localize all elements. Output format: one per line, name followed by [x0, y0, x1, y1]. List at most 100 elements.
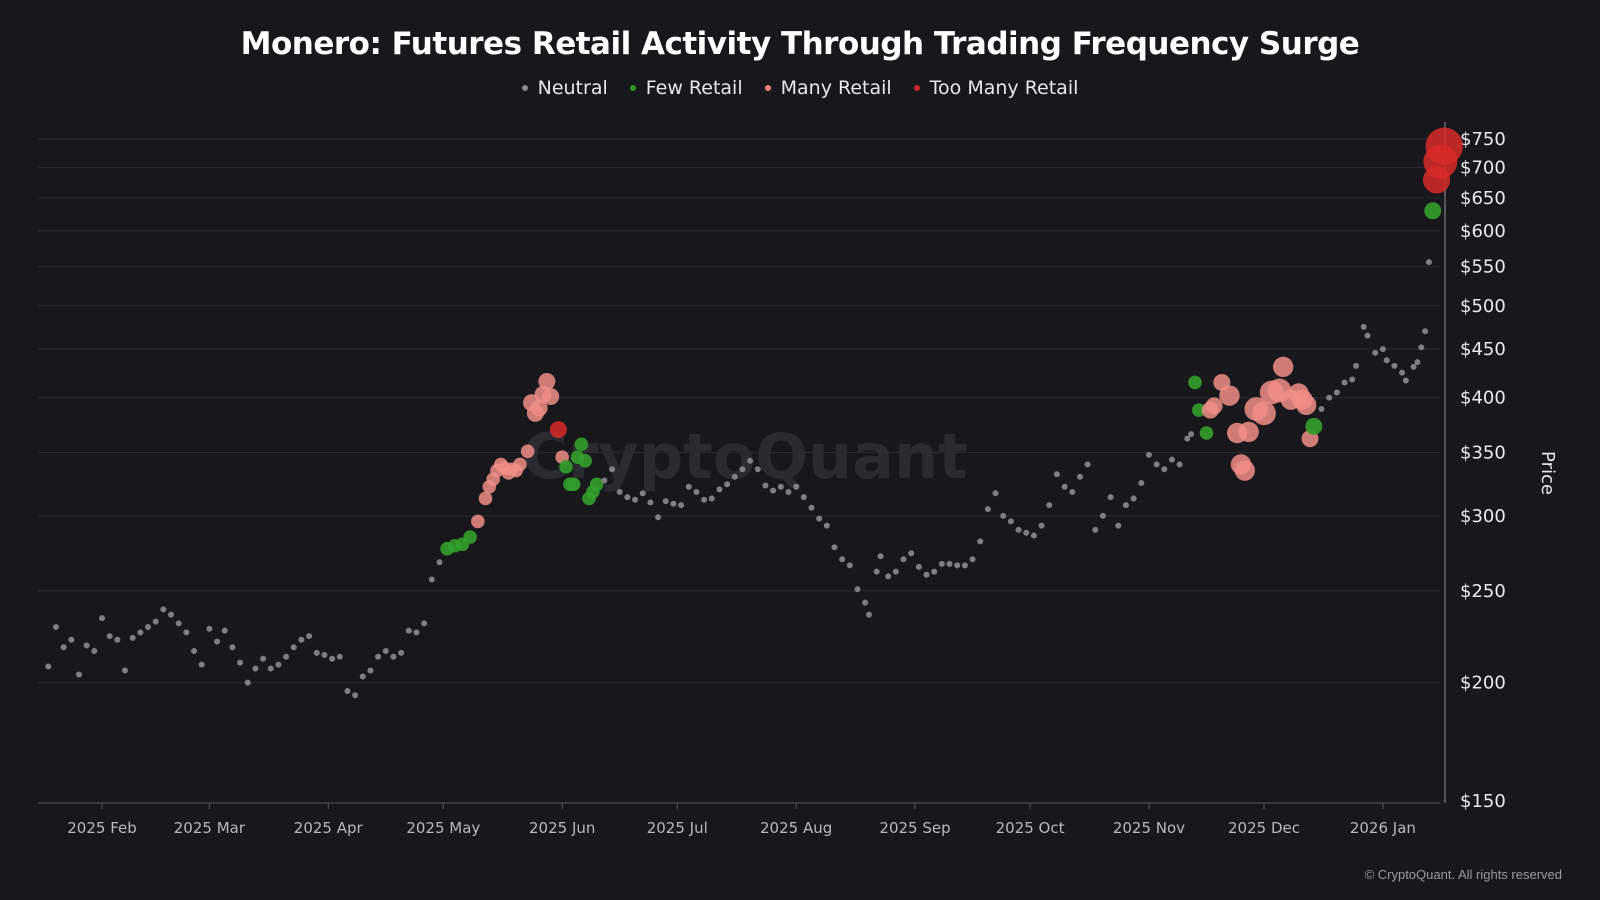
legend-dot-icon: [913, 85, 920, 91]
point-neutral: [321, 651, 328, 658]
point-few-retail: [1424, 202, 1442, 220]
point-neutral: [1145, 451, 1152, 458]
point-few-retail: [1199, 426, 1214, 440]
point-neutral: [1053, 471, 1060, 478]
point-neutral: [1076, 473, 1083, 480]
x-axis: 2025 Feb 2025 Mar 2025 Apr 2025 May 2025 Jun…: [38, 802, 1440, 837]
y-tick-label: $600: [1460, 221, 1506, 242]
point-neutral: [754, 466, 761, 473]
point-neutral: [168, 611, 175, 618]
point-neutral: [946, 560, 953, 567]
point-neutral: [616, 488, 623, 495]
point-neutral: [91, 648, 98, 655]
legend-label: Few Retail: [645, 77, 743, 99]
legend-item-few-retail[interactable]: Few Retail: [629, 77, 743, 99]
point-neutral: [183, 629, 190, 636]
point-neutral: [244, 679, 251, 686]
point-neutral: [961, 562, 968, 569]
point-many-retail: [1252, 401, 1276, 426]
point-neutral: [877, 553, 884, 560]
point-neutral: [892, 568, 899, 575]
point-many-retail: [542, 388, 560, 406]
y-axis: $150 $200 $250 $300 $350 $400 $450 $500 $550 $600…: [1444, 122, 1506, 812]
point-neutral: [1168, 456, 1175, 463]
point-neutral: [275, 661, 282, 668]
point-neutral: [1402, 377, 1409, 384]
point-neutral: [359, 673, 366, 680]
point-neutral: [1422, 328, 1429, 335]
point-neutral: [1122, 502, 1129, 509]
point-neutral: [344, 687, 351, 694]
point-neutral: [221, 627, 228, 634]
point-neutral: [75, 671, 82, 678]
point-many-retail: [538, 372, 556, 390]
point-neutral: [313, 649, 320, 656]
point-neutral: [785, 488, 792, 495]
legend-item-too-many-retail[interactable]: Too Many Retail: [913, 77, 1078, 99]
point-neutral: [823, 522, 830, 529]
legend-dot-icon: [764, 85, 771, 91]
y-tick-label: $750: [1460, 129, 1506, 150]
point-neutral: [405, 627, 412, 634]
legend-item-many-retail[interactable]: Many Retail: [764, 77, 892, 99]
point-too-many-retail: [549, 421, 567, 439]
point-neutral: [1372, 349, 1379, 356]
point-neutral: [436, 559, 443, 566]
point-neutral: [1188, 431, 1195, 438]
point-neutral: [1030, 532, 1037, 539]
y-tick-label: $200: [1460, 673, 1506, 694]
point-many-retail: [1295, 394, 1317, 416]
point-neutral: [260, 655, 267, 662]
y-tick-label: $150: [1460, 791, 1506, 812]
point-neutral: [747, 457, 754, 464]
x-tick-label: 2025 Feb: [67, 819, 137, 837]
point-neutral: [678, 502, 685, 509]
point-neutral: [873, 568, 880, 575]
point-neutral: [352, 692, 359, 699]
point-few-retail: [574, 437, 589, 452]
point-neutral: [252, 665, 259, 672]
legend-dot-icon: [521, 85, 528, 91]
point-neutral: [329, 655, 336, 662]
legend-label: Many Retail: [780, 77, 892, 99]
point-neutral: [954, 562, 961, 569]
point-few-retail: [559, 460, 573, 474]
y-axis-label: Price: [1537, 451, 1558, 495]
point-neutral: [984, 506, 991, 513]
y-tick-label: $700: [1460, 157, 1506, 178]
point-neutral: [1138, 479, 1145, 486]
point-neutral: [1414, 359, 1421, 366]
point-neutral: [413, 629, 420, 636]
point-neutral: [1318, 406, 1325, 413]
point-neutral: [624, 494, 631, 501]
point-neutral: [145, 623, 152, 630]
point-neutral: [1349, 376, 1356, 383]
point-neutral: [1107, 494, 1114, 501]
point-neutral: [99, 615, 105, 622]
x-tick-label: 2025 May: [406, 819, 480, 837]
x-tick-label: 2025 Nov: [1113, 819, 1185, 837]
point-many-retail: [1219, 385, 1240, 406]
point-many-retail: [1272, 356, 1294, 378]
point-neutral: [1069, 488, 1076, 495]
point-neutral: [632, 496, 639, 503]
point-many-retail: [1238, 421, 1259, 443]
gridlines: [38, 138, 1440, 684]
point-many-retail: [520, 444, 535, 459]
point-neutral: [1383, 357, 1390, 364]
point-neutral: [900, 556, 907, 563]
point-neutral: [1353, 362, 1360, 369]
point-neutral: [375, 653, 382, 660]
point-neutral: [662, 498, 669, 505]
legend-item-neutral[interactable]: Neutral: [521, 77, 608, 99]
point-neutral: [777, 483, 784, 490]
x-tick-label: 2025 Oct: [996, 819, 1065, 837]
point-neutral: [1099, 512, 1106, 519]
point-neutral: [306, 633, 313, 640]
point-few-retail: [1305, 417, 1323, 435]
point-neutral: [114, 636, 121, 643]
point-neutral: [1364, 332, 1371, 339]
point-neutral: [290, 644, 297, 651]
point-neutral: [601, 477, 608, 484]
